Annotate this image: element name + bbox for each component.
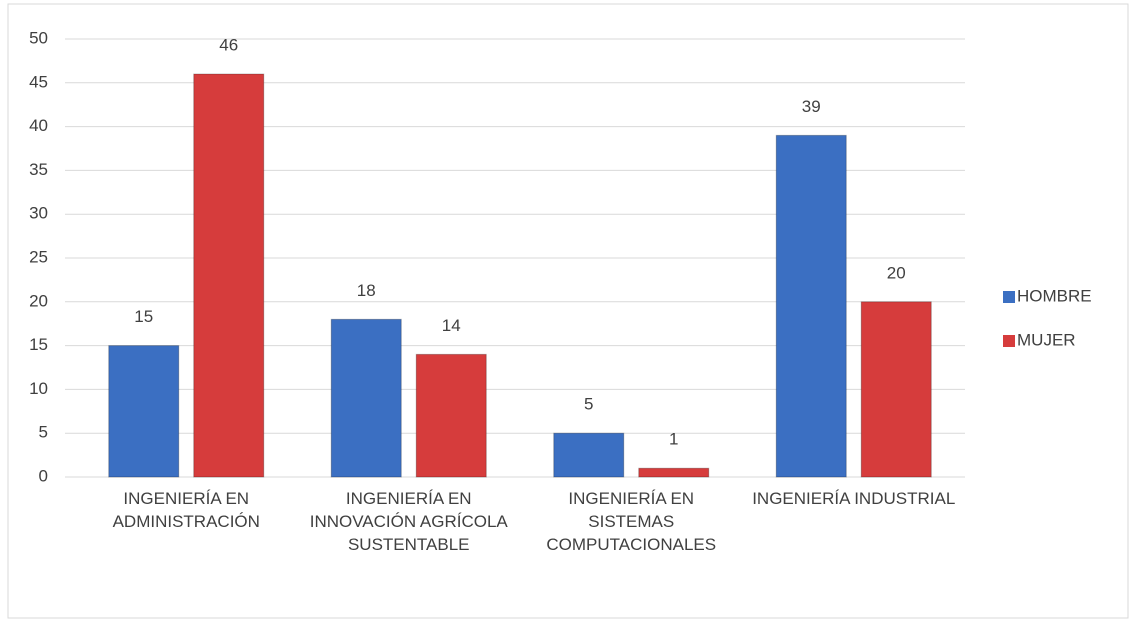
bar [193,73,265,478]
x-tick-label: INGENIERÍA EN SISTEMAS COMPUTACIONALES [546,489,717,554]
bar [775,134,847,478]
legend-label: HOMBRE [1017,286,1092,305]
data-label: 46 [219,36,238,55]
data-label: 14 [442,316,461,335]
legend-swatch [1003,291,1015,303]
y-tick-label: 50 [29,28,48,47]
bar [860,301,932,478]
y-tick-label: 5 [39,423,48,442]
y-tick-label: 15 [29,335,48,354]
chart-border [7,3,1129,619]
x-tick-label: INGENIERÍA EN ADMINISTRACIÓN [112,489,260,531]
bar [415,353,487,478]
data-label: 1 [669,430,678,449]
bar [638,467,710,478]
data-label: 39 [802,97,821,116]
legend-label: MUJER [1017,330,1076,349]
y-tick-label: 45 [29,72,48,91]
bar [330,318,402,478]
y-tick-label: 25 [29,247,48,266]
bar [553,432,625,478]
data-label: 5 [584,395,593,414]
data-label: 15 [134,307,153,326]
y-tick-label: 35 [29,160,48,179]
data-label: 20 [887,263,906,282]
y-tick-label: 30 [29,204,48,223]
legend-swatch [1003,335,1015,347]
bar [108,345,180,478]
x-tick-label: INGENIERÍA EN INNOVACIÓN AGRÍCOLA SUSTEN… [309,489,508,554]
y-tick-label: 20 [29,291,48,310]
y-tick-label: 10 [29,379,48,398]
data-label: 18 [357,281,376,300]
y-tick-label: 0 [39,466,48,485]
y-tick-label: 40 [29,116,48,135]
x-tick-label: INGENIERÍA INDUSTRIAL [752,489,956,508]
